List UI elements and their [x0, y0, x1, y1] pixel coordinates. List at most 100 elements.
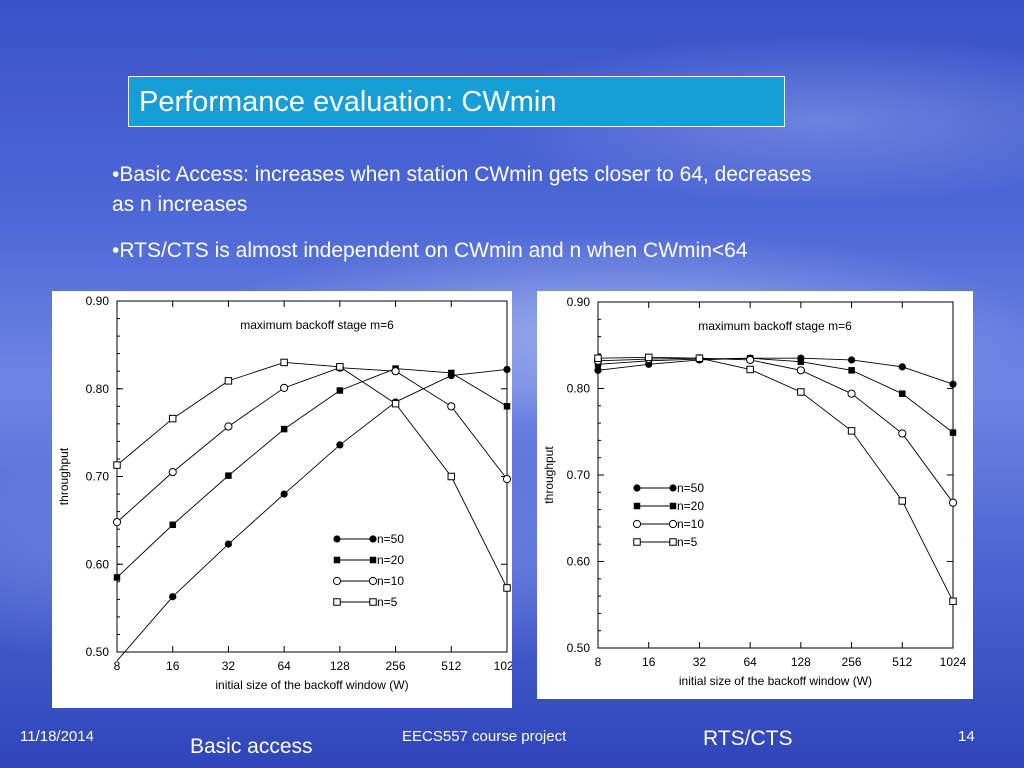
data-point — [113, 461, 121, 469]
legend-marker — [633, 538, 641, 546]
y-tick-label: 0.60 — [567, 555, 591, 569]
data-point — [898, 363, 906, 371]
data-point — [169, 593, 177, 601]
legend-item: n=50 — [633, 481, 704, 495]
rts-cts-chart: 0.90 0.80 0.70 0.60 0.50 8 16 32 64 128 256 512 1024… — [542, 295, 967, 688]
series-line — [116, 368, 508, 578]
y-tick-label: 0.90 — [86, 294, 110, 308]
data-point — [225, 472, 232, 479]
basic-access-chart: 0.90 0.80 0.70 0.60 0.50 8 16 32 64 128 256 512 1024… — [57, 294, 512, 692]
x-tick-label: 512 — [441, 659, 461, 673]
legend-marker — [633, 484, 641, 492]
bullet-rts-cts: •RTS/CTS is almost independent on CWmin … — [112, 239, 748, 262]
y-tick-label: 0.80 — [86, 382, 110, 396]
x-tick-label: 256 — [386, 659, 406, 673]
series-line — [116, 367, 508, 523]
data-point — [112, 518, 122, 527]
data-point — [746, 365, 754, 374]
legend-item: n=5 — [633, 535, 698, 549]
x-tick-label: 512 — [892, 655, 912, 669]
data-point — [169, 521, 176, 529]
data-point — [280, 425, 288, 433]
data-point — [336, 387, 344, 394]
data-point — [644, 353, 653, 362]
slide-title: Performance evaluation: CWmin — [139, 86, 557, 118]
footer-date: 11/18/2014 — [20, 728, 94, 745]
data-point — [848, 367, 855, 374]
legend-marker — [332, 576, 342, 586]
legend-marker — [369, 598, 377, 606]
x-tick-label: 256 — [842, 655, 862, 669]
x-tick-label: 1024 — [940, 655, 967, 669]
data-point — [336, 441, 344, 449]
y-tick-label: 0.80 — [567, 382, 591, 396]
data-point — [280, 490, 288, 498]
x-tick-label: 128 — [791, 655, 811, 669]
legend-item: n=20 — [633, 499, 704, 513]
data-point — [280, 383, 289, 392]
legend-label: n=10 — [377, 574, 404, 588]
y-tick-label: 0.50 — [567, 641, 591, 655]
x-tick-label: 8 — [114, 659, 121, 673]
legend-label: n=5 — [677, 535, 698, 549]
legend-label: n=50 — [377, 532, 404, 546]
legend-marker — [669, 538, 677, 546]
footer-course: EECS557 course project — [402, 728, 567, 745]
legend-item: n=10 — [332, 574, 404, 588]
data-point — [695, 354, 704, 362]
series-line — [597, 357, 954, 503]
data-point — [594, 366, 602, 374]
rts-cts-chart-panel: 0.90 0.80 0.70 0.60 0.50 8 16 32 64 128 256 512 1024… — [537, 291, 973, 699]
data-point — [898, 497, 907, 505]
legend-label: n=50 — [677, 481, 704, 495]
data-point — [280, 358, 288, 367]
data-point — [391, 399, 400, 408]
legend-marker — [669, 484, 677, 492]
footer-page-number: 14 — [958, 728, 975, 745]
x-tick-label: 128 — [330, 659, 350, 673]
data-point — [949, 380, 957, 388]
data-point — [503, 365, 511, 374]
legend-marker — [632, 519, 642, 529]
legend-item: n=50 — [333, 532, 404, 546]
y-tick-label: 0.90 — [567, 295, 591, 309]
legend-marker — [369, 535, 377, 543]
y-axis-label: throughput — [57, 447, 71, 505]
x-tick-label: 1024 — [494, 659, 512, 673]
data-point — [797, 388, 805, 396]
data-point — [796, 366, 805, 375]
legend-label: n=10 — [677, 517, 704, 531]
data-point — [899, 390, 906, 397]
x-tick-label: 64 — [743, 655, 757, 669]
y-tick-label: 0.50 — [86, 645, 110, 659]
basic-access-chart-panel: 0.90 0.80 0.70 0.60 0.50 8 16 32 64 128 256 512 1024… — [52, 291, 512, 708]
legend-marker — [369, 556, 377, 564]
data-point — [594, 354, 602, 362]
data-point — [391, 367, 400, 376]
legend-marker — [668, 519, 678, 529]
data-point — [503, 403, 511, 410]
x-axis-label: initial size of the backoff window (W) — [679, 674, 872, 688]
y-tick-label: 0.60 — [86, 557, 110, 571]
x-tick-label: 64 — [277, 659, 291, 673]
legend-marker — [669, 502, 677, 510]
caption-basic-access: Basic access — [190, 735, 313, 758]
data-point — [948, 498, 958, 507]
legend-label: n=20 — [377, 553, 404, 567]
x-tick-label: 32 — [693, 655, 707, 669]
data-point — [336, 363, 344, 371]
x-tick-label: 16 — [166, 659, 180, 673]
series-line — [597, 357, 954, 385]
chart-annotation: maximum backoff stage m=6 — [240, 318, 394, 332]
data-point — [502, 475, 512, 484]
data-point — [113, 574, 121, 581]
series-line — [116, 361, 508, 589]
series-n-5 — [113, 358, 511, 592]
x-tick-label: 16 — [642, 655, 656, 669]
data-point — [746, 355, 755, 365]
x-tick-label: 32 — [222, 659, 236, 673]
data-point — [224, 540, 233, 548]
data-point — [448, 369, 455, 377]
x-tick-label: 8 — [595, 655, 602, 669]
bullet-basic-access: •Basic Access: increases when station CW… — [112, 163, 812, 216]
